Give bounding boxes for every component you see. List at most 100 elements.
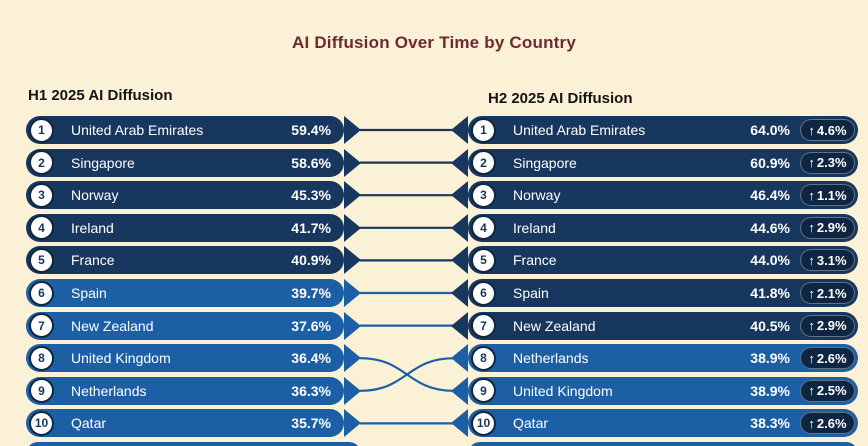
change-badge: ↑ 2.6%: [800, 347, 855, 370]
row-tip: [451, 311, 468, 340]
country-label: United Kingdom: [513, 382, 613, 399]
change-badge: ↑ 2.3%: [800, 151, 855, 174]
rank-badge: 1: [471, 117, 496, 143]
ranking-row: 3 Norway 46.4% ↑ 1.1%: [451, 181, 858, 210]
country-label: United Kingdom: [71, 350, 171, 367]
ranking-row: 2 Singapore 58.6%: [26, 148, 361, 177]
row-tip: [344, 279, 361, 307]
change-label: 4.6%: [816, 122, 847, 138]
change-badge: ↑ 4.6%: [800, 119, 855, 141]
value-label: 38.9%: [750, 382, 790, 399]
change-badge: ↑ 2.1%: [800, 282, 855, 304]
rank-badge: 1: [29, 117, 54, 143]
row-tip: [451, 246, 468, 275]
page-title: AI Diffusion Over Time by Country: [292, 33, 576, 52]
country-label: Ireland: [71, 219, 114, 236]
country-label: Qatar: [71, 415, 107, 432]
country-label: Singapore: [71, 154, 135, 171]
row-tip: [451, 344, 468, 373]
rank-badge: 4: [29, 215, 54, 241]
value-label: 58.6%: [291, 154, 331, 171]
ranking-row: 9 Netherlands 36.3%: [26, 376, 361, 405]
ranking-row: 10 Qatar 38.3% ↑ 2.6%: [451, 409, 858, 438]
value-label: 39.7%: [291, 285, 331, 301]
country-label: United Arab Emirates: [71, 122, 204, 138]
ranking-row: 6 Spain 41.8% ↑ 2.1%: [451, 279, 858, 307]
ranking-row: 3 Norway 45.3%: [26, 181, 361, 210]
country-label: Netherlands: [513, 350, 589, 367]
value-label: 35.7%: [291, 415, 331, 432]
rank-badge: 2: [471, 150, 496, 176]
value-label: 41.8%: [750, 285, 790, 301]
left-column-header: H1 2025 AI Diffusion: [28, 87, 173, 104]
country-label: France: [513, 252, 557, 269]
value-label: 46.4%: [750, 187, 790, 204]
value-label: 40.5%: [750, 317, 790, 334]
change-badge: ↑ 2.5%: [800, 379, 855, 402]
rank-badge: 6: [29, 280, 54, 306]
rank-badge: 9: [471, 378, 496, 404]
change-label: 2.9%: [816, 318, 847, 334]
row-tip: [451, 213, 468, 242]
up-arrow-icon: ↑: [808, 350, 815, 366]
change-label: 2.5%: [816, 383, 847, 399]
up-arrow-icon: ↑: [808, 187, 815, 203]
up-arrow-icon: ↑: [808, 383, 815, 399]
row-tip: [344, 213, 361, 242]
ranking-row: 8 United Kingdom 36.4%: [26, 344, 361, 373]
change-label: 1.1%: [816, 187, 847, 203]
row-tip: [451, 409, 468, 438]
change-label: 3.1%: [816, 252, 847, 268]
country-label: Spain: [513, 285, 549, 301]
ranking-row: 7 New Zealand 37.6%: [26, 311, 361, 340]
value-label: 40.9%: [291, 252, 331, 269]
connector-line: [359, 357, 455, 392]
up-arrow-icon: ↑: [808, 155, 815, 171]
value-label: 36.4%: [291, 350, 331, 367]
ranking-row: 6 Spain 39.7%: [26, 279, 361, 307]
value-label: 38.9%: [750, 350, 790, 367]
rank-badge: 8: [471, 345, 496, 371]
up-arrow-icon: ↑: [808, 220, 815, 236]
ranking-row: 4 Ireland 41.7%: [26, 213, 361, 242]
ranking-row: 5 France 44.0% ↑ 3.1%: [451, 246, 858, 275]
rank-badge: 3: [471, 182, 496, 208]
value-label: 59.4%: [291, 122, 331, 138]
rank-badge: 10: [471, 410, 496, 436]
rank-badge: 5: [29, 247, 54, 273]
value-label: 38.3%: [750, 415, 790, 432]
up-arrow-icon: ↑: [808, 415, 815, 431]
rank-badge: 2: [29, 150, 54, 176]
change-label: 2.6%: [816, 415, 847, 431]
change-badge: ↑ 1.1%: [800, 184, 855, 207]
rank-badge: 7: [471, 313, 496, 339]
value-label: 64.0%: [750, 122, 790, 138]
ranking-row: 1 United Arab Emirates 59.4%: [26, 116, 361, 144]
right-column-header: H2 2025 AI Diffusion: [488, 90, 633, 107]
ranking-row: 7 New Zealand 40.5% ↑ 2.9%: [451, 311, 858, 340]
cutoff-row-left: [26, 442, 361, 446]
row-tip: [451, 148, 468, 177]
country-label: United Arab Emirates: [513, 122, 646, 138]
value-label: 60.9%: [750, 154, 790, 171]
ranking-row: 5 France 40.9%: [26, 246, 361, 275]
row-tip: [344, 409, 361, 438]
row-tip: [451, 181, 468, 210]
row-tip: [344, 344, 361, 373]
value-label: 37.6%: [291, 317, 331, 334]
ranking-row: 2 Singapore 60.9% ↑ 2.3%: [451, 148, 858, 177]
cutoff-row-right: [468, 442, 858, 446]
rank-badge: 6: [471, 280, 496, 306]
rank-badge: 10: [29, 410, 54, 436]
change-label: 2.1%: [816, 285, 847, 301]
row-tip: [344, 376, 361, 405]
ranking-row: 9 United Kingdom 38.9% ↑ 2.5%: [451, 376, 858, 405]
change-badge: ↑ 2.9%: [800, 314, 855, 337]
row-tip: [344, 311, 361, 340]
up-arrow-icon: ↑: [808, 285, 815, 301]
row-tip: [451, 116, 468, 144]
value-label: 44.6%: [750, 219, 790, 236]
country-label: Qatar: [513, 415, 549, 432]
change-label: 2.6%: [816, 350, 847, 366]
